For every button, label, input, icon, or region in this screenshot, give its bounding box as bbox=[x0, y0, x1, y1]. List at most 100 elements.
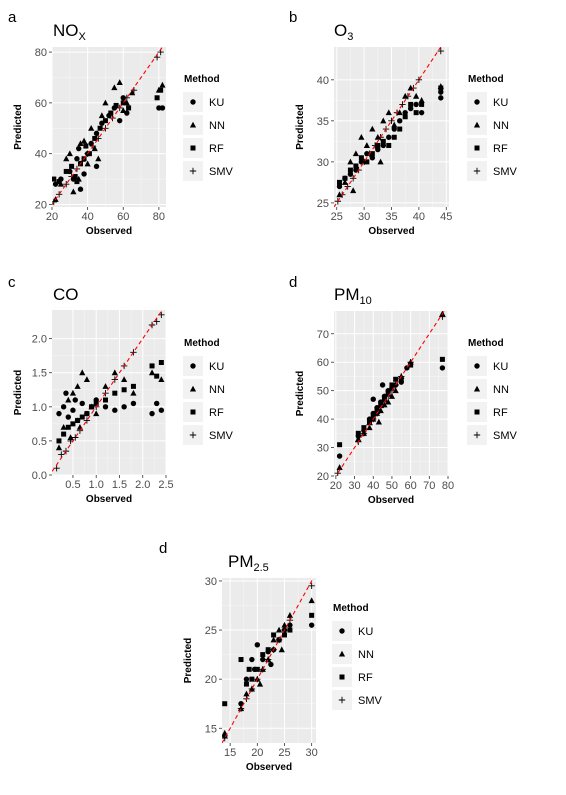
y-tick-label: 30 bbox=[205, 576, 217, 588]
point-ku bbox=[130, 400, 137, 407]
point-rf bbox=[158, 360, 164, 365]
point-nn bbox=[363, 142, 370, 148]
point-smv bbox=[349, 175, 357, 182]
x-tick-label: 20 bbox=[251, 747, 263, 759]
x-tick-label: 50 bbox=[386, 480, 398, 492]
x-axis-label: Observed bbox=[368, 226, 414, 237]
legend-marker-rf bbox=[474, 409, 480, 415]
legend-label: RF bbox=[358, 672, 373, 684]
point-rf bbox=[402, 114, 408, 120]
point-rf bbox=[386, 142, 392, 148]
point-ku bbox=[81, 171, 87, 177]
point-nn bbox=[352, 150, 360, 157]
point-ku bbox=[63, 390, 69, 396]
point-rf bbox=[113, 102, 119, 108]
point-rf bbox=[79, 414, 85, 420]
x-tick-label: 25 bbox=[331, 211, 343, 223]
chart-panel-4: d PM10 20 30 40 50 60 70 80 20 30 40 50 60 70 Observed P… bbox=[289, 274, 518, 506]
point-ku bbox=[391, 126, 397, 132]
legend-label: KU bbox=[493, 97, 508, 109]
x-tick-label: 30 bbox=[306, 747, 318, 759]
identity-line bbox=[335, 311, 445, 476]
point-ku bbox=[370, 396, 376, 402]
point-smv bbox=[275, 636, 283, 644]
y-axis-label: Predicted bbox=[183, 638, 194, 684]
point-nn bbox=[129, 89, 136, 96]
point-nn bbox=[388, 393, 396, 399]
point-rf bbox=[89, 404, 95, 410]
point-rf bbox=[154, 373, 160, 379]
point-nn bbox=[392, 387, 399, 394]
point-ku bbox=[268, 661, 274, 668]
point-smv bbox=[415, 76, 423, 84]
point-nn bbox=[130, 389, 137, 396]
point-rf bbox=[355, 430, 361, 436]
x-tick-label: 1.5 bbox=[112, 479, 127, 491]
legend-marker-ku bbox=[190, 363, 196, 369]
point-rf bbox=[342, 175, 348, 181]
point-nn bbox=[98, 112, 105, 119]
point-nn bbox=[84, 160, 91, 167]
point-ku bbox=[153, 400, 160, 407]
x-tick-label: 60 bbox=[117, 211, 129, 223]
point-rf bbox=[397, 126, 403, 132]
point-rf bbox=[222, 701, 228, 707]
point-nn bbox=[67, 434, 74, 440]
point-ku bbox=[407, 105, 414, 112]
point-rf bbox=[102, 118, 108, 124]
x-tick-label: 25 bbox=[278, 747, 290, 759]
point-ku bbox=[243, 676, 250, 682]
point-nn bbox=[120, 107, 127, 113]
point-rf bbox=[72, 174, 78, 180]
point-rf bbox=[337, 442, 343, 448]
x-tick-label: 1.0 bbox=[89, 479, 104, 491]
point-ku bbox=[413, 101, 419, 108]
point-nn bbox=[418, 97, 425, 103]
y-tick-label: 20 bbox=[205, 674, 217, 686]
legend-title: Method bbox=[184, 74, 220, 85]
point-ku bbox=[56, 410, 62, 417]
point-ku bbox=[77, 186, 84, 192]
point-nn bbox=[116, 79, 123, 86]
point-ku bbox=[102, 404, 109, 410]
point-ku bbox=[379, 382, 386, 388]
point-rf bbox=[120, 100, 126, 106]
point-rf bbox=[158, 87, 164, 93]
x-tick-label: 80 bbox=[153, 211, 165, 223]
point-smv bbox=[130, 349, 137, 356]
point-smv bbox=[83, 417, 91, 424]
legend-title: Method bbox=[333, 603, 369, 614]
point-rf bbox=[439, 356, 445, 362]
point-nn bbox=[80, 137, 88, 144]
x-tick-label: 35 bbox=[385, 211, 397, 223]
y-tick-label: 40 bbox=[317, 75, 329, 87]
chart-panel-1: a NOX 20 40 60 80 20 40 60 80 Observed Predicted Met… bbox=[8, 9, 234, 237]
point-rf bbox=[271, 632, 277, 638]
point-smv bbox=[308, 582, 315, 590]
point-nn bbox=[121, 376, 128, 383]
point-rf bbox=[52, 176, 57, 182]
legend-marker-nn bbox=[189, 121, 197, 128]
point-ku bbox=[438, 95, 444, 101]
y-tick-label: 20 bbox=[317, 471, 329, 483]
point-ku bbox=[418, 109, 425, 116]
point-nn bbox=[380, 117, 387, 124]
plot-background bbox=[52, 310, 166, 475]
point-nn bbox=[355, 435, 362, 442]
legend-marker-nn bbox=[338, 650, 346, 657]
y-axis-label: Predicted bbox=[13, 370, 24, 416]
x-axis-label: Observed bbox=[86, 494, 132, 505]
data-layer bbox=[222, 578, 315, 743]
point-ku bbox=[260, 656, 266, 663]
point-nn bbox=[91, 145, 98, 152]
legend: Method KU NN RF SMV bbox=[467, 74, 518, 181]
point-rf bbox=[154, 95, 160, 101]
point-ku bbox=[438, 89, 444, 95]
point-smv bbox=[55, 191, 63, 198]
legend-label: NN bbox=[493, 384, 509, 396]
point-rf bbox=[75, 417, 81, 423]
point-ku bbox=[397, 118, 403, 124]
point-smv bbox=[52, 198, 57, 206]
point-rf bbox=[56, 179, 62, 185]
point-rf bbox=[249, 676, 255, 682]
